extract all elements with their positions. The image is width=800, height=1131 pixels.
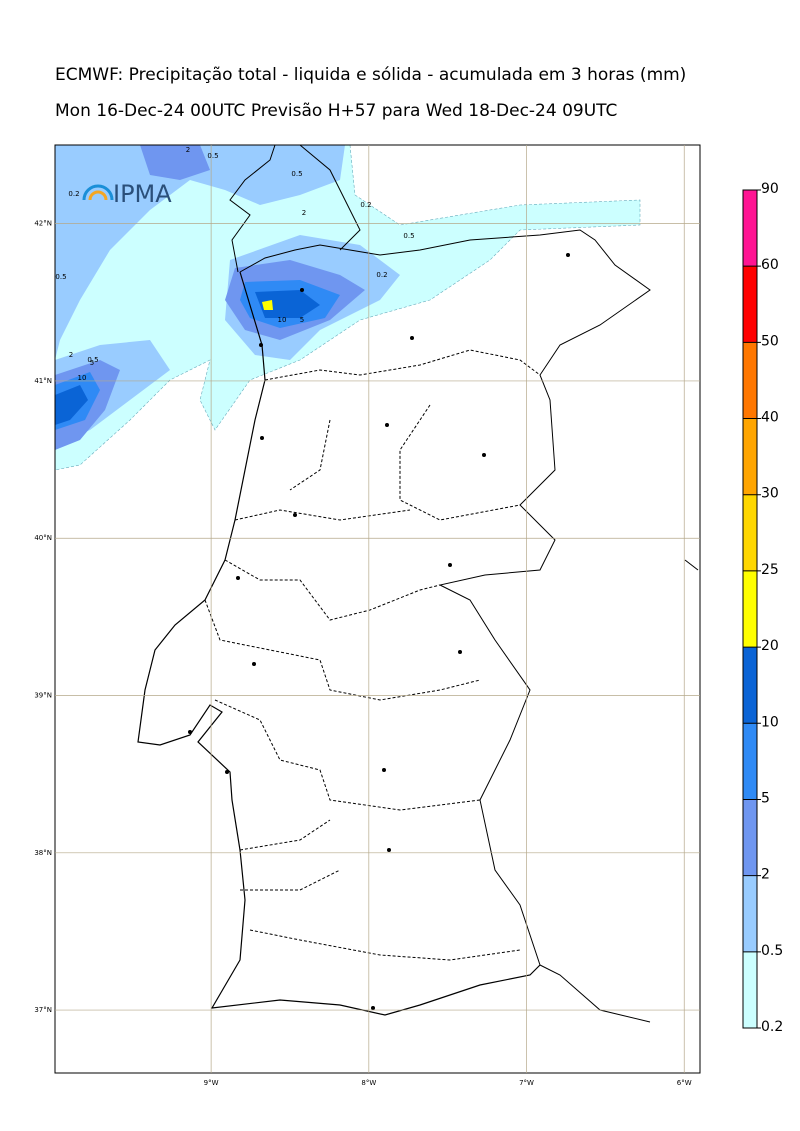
contour-label: 0.2: [360, 201, 371, 209]
lat-tick-label: 41°N: [34, 377, 52, 385]
colorbar-label: 50: [761, 333, 779, 349]
contour-label: 10: [78, 374, 87, 382]
contour-label: 2: [302, 209, 306, 217]
colorbar-label: 60: [761, 257, 779, 273]
contour-label: 5: [300, 316, 304, 324]
colorbar-segment: [743, 799, 757, 876]
contour-label: 0.5: [207, 152, 218, 160]
contour-label: 0.5: [291, 170, 302, 178]
contour-label: 0.2: [68, 190, 79, 198]
coastline: [137, 271, 541, 1016]
contour-label: 2: [69, 351, 73, 359]
colorbar-segment: [743, 190, 757, 267]
contour-label: 0.2: [376, 271, 387, 279]
lat-tick-label: 42°N: [34, 220, 52, 228]
city-dots: [188, 253, 570, 1010]
lat-tick-label: 38°N: [34, 849, 52, 857]
title: ECMWF: Precipitação total - liquida e só…: [55, 65, 686, 85]
contour-label: 0.5: [403, 232, 414, 240]
colorbar-label: 10: [761, 714, 779, 730]
colorbar-label: 2: [761, 867, 770, 883]
ipma-logo: IPMA: [82, 180, 172, 208]
colorbar-segment: [743, 494, 757, 571]
subtitle: Mon 16-Dec-24 00UTC Previsão H+57 para W…: [55, 101, 617, 121]
colorbar-segment: [743, 875, 757, 952]
precipitation-field: [55, 145, 641, 471]
colorbar-label: 90: [761, 181, 779, 197]
lat-tick-label: 39°N: [34, 692, 52, 700]
colorbar-segment: [743, 418, 757, 495]
spain-coast: [229, 144, 699, 1023]
lon-tick-label: 8°W: [361, 1079, 376, 1087]
colorbar-segment: [743, 570, 757, 648]
map: [54, 144, 701, 1074]
colorbar-segment: [743, 723, 757, 800]
colorbar-segment: [743, 647, 757, 724]
district-borders: [204, 349, 541, 961]
colorbar-segment: [743, 342, 757, 419]
colorbar-segment: [743, 951, 757, 1028]
colorbar-label: 20: [761, 638, 779, 654]
contour-label: 10: [278, 316, 287, 324]
colorbar-label: 40: [761, 410, 779, 426]
contour-label: 5: [90, 359, 94, 367]
contour-label: 2: [186, 146, 190, 154]
colorbar-segment: [743, 266, 757, 343]
lat-tick-label: 37°N: [34, 1006, 52, 1014]
lon-tick-label: 6°W: [677, 1079, 692, 1087]
lon-tick-label: 7°W: [519, 1079, 534, 1087]
contour-label: 0.5: [87, 356, 98, 364]
colorbar-label: 30: [761, 486, 779, 502]
colorbar-label: 25: [761, 562, 779, 578]
colorbar-label: 0.5: [761, 943, 783, 959]
lon-tick-label: 9°W: [204, 1079, 219, 1087]
lat-tick-label: 40°N: [34, 534, 52, 542]
logo-text: IPMA: [113, 180, 172, 208]
colorbar-label: 5: [761, 790, 770, 806]
contour-label: 0.5: [55, 273, 66, 281]
colorbar-label: 0.2: [761, 1019, 783, 1035]
